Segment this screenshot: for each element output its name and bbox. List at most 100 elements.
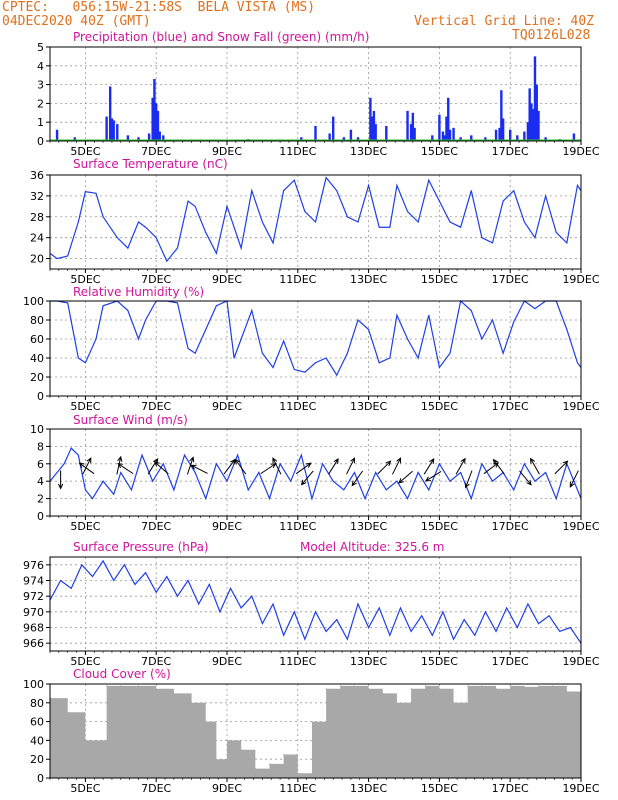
cloud-cover-point	[566, 690, 568, 693]
series-point	[332, 480, 334, 482]
precip-bar	[470, 135, 473, 141]
series-line	[50, 299, 582, 377]
wind-vector	[455, 457, 466, 475]
panel-title: Surface Temperature (nC)	[73, 157, 228, 171]
precip-bar	[572, 133, 576, 141]
cloud-cover-point	[481, 685, 483, 687]
y-tick-label: 10	[30, 423, 44, 436]
series-point	[484, 611, 486, 613]
y-tick-label: 1	[37, 116, 44, 129]
series-point	[428, 179, 430, 181]
series-point	[368, 627, 370, 628]
series-point	[513, 321, 515, 323]
precip-bar	[110, 118, 114, 141]
series-point	[396, 480, 398, 482]
series-point	[364, 498, 366, 500]
wind-vector	[260, 462, 277, 475]
series-line	[49, 559, 582, 644]
series-point	[346, 216, 348, 218]
wind-vector	[82, 457, 92, 475]
y-tick-label: 972	[23, 590, 44, 603]
precip-bar	[484, 137, 487, 141]
y-tick-label: 20	[30, 753, 44, 766]
series-point	[336, 374, 338, 376]
plot-frame	[49, 556, 582, 652]
y-tick-label: 0	[37, 510, 44, 523]
series-point	[428, 489, 430, 491]
wind-vector	[147, 457, 159, 475]
x-tick-label: 15DEC	[421, 520, 458, 533]
precip-bar	[447, 97, 450, 141]
series-point	[84, 489, 86, 491]
series-point	[353, 472, 355, 473]
series-point	[123, 564, 125, 566]
cloud-cover-point	[353, 685, 356, 687]
x-tick-label: 19DEC	[562, 145, 599, 158]
wind-vector	[153, 461, 169, 475]
series-point	[283, 634, 285, 636]
series-point	[516, 627, 518, 628]
series-point	[421, 615, 423, 617]
x-tick-label: 11DEC	[279, 520, 316, 533]
x-tick-label: 19DEC	[562, 782, 599, 795]
series-point	[205, 329, 207, 330]
cloud-cover-point	[254, 768, 256, 770]
series-point	[70, 587, 72, 589]
precip-bar	[509, 129, 512, 141]
x-tick-label: 19DEC	[562, 400, 599, 413]
series-point	[417, 357, 419, 359]
y-tick-label: 968	[23, 622, 44, 635]
wind-vector	[223, 458, 236, 475]
series-point	[113, 493, 115, 495]
precip-bar	[349, 129, 353, 141]
series-point	[357, 603, 359, 605]
wind-vector	[398, 470, 413, 484]
series-point	[304, 371, 306, 373]
series-point	[325, 177, 327, 179]
y-tick-label: 0	[37, 772, 44, 785]
x-tick-label: 17DEC	[492, 520, 529, 533]
series-point	[205, 231, 207, 233]
precip-bar	[156, 110, 160, 141]
series-point	[492, 480, 493, 482]
series-point	[84, 191, 86, 193]
cloud-cover-point	[226, 739, 228, 742]
series-point	[378, 226, 380, 228]
cloud-cover-area	[50, 685, 581, 778]
series-point	[113, 580, 115, 581]
y-tick-label: 100	[23, 295, 44, 308]
x-tick-label: 19DEC	[562, 520, 599, 533]
precip-bar	[406, 110, 409, 141]
series-point	[474, 634, 476, 636]
panel-5: Cloud Cover (%) 0 20 40 60 80 100 5DEC 7DEC 9DEC 1…	[23, 667, 600, 795]
x-tick-label: 11DEC	[279, 145, 316, 158]
series-point	[492, 242, 493, 244]
series-point	[357, 319, 359, 321]
wind-vector	[569, 470, 579, 488]
series-point	[449, 221, 451, 223]
cloud-cover-point	[552, 685, 554, 687]
series-point	[453, 638, 455, 640]
series-point	[283, 190, 285, 192]
cloud-cover-point	[106, 685, 108, 687]
series-point	[293, 611, 295, 613]
precip-bar	[409, 124, 413, 141]
panel-4: Surface Pressure (hPa) Model Altitude: 32…	[23, 540, 600, 668]
series-point	[81, 564, 83, 566]
x-tick-label: 5DEC	[70, 655, 100, 668]
precip-bar	[500, 90, 503, 141]
precip-bar	[332, 116, 335, 141]
y-tick-label: 32	[30, 190, 44, 203]
precip-bar	[369, 97, 372, 141]
series-point	[470, 190, 472, 192]
y-tick-label: 20	[30, 371, 44, 384]
series-point	[548, 615, 550, 617]
series-point	[187, 200, 189, 202]
x-tick-label: 19DEC	[562, 273, 599, 286]
wind-vector	[530, 457, 540, 475]
precip-bar	[438, 114, 441, 141]
series-point	[357, 221, 359, 223]
series-point	[566, 329, 568, 330]
plot-frame	[49, 428, 582, 517]
cloud-cover-point	[240, 749, 242, 751]
